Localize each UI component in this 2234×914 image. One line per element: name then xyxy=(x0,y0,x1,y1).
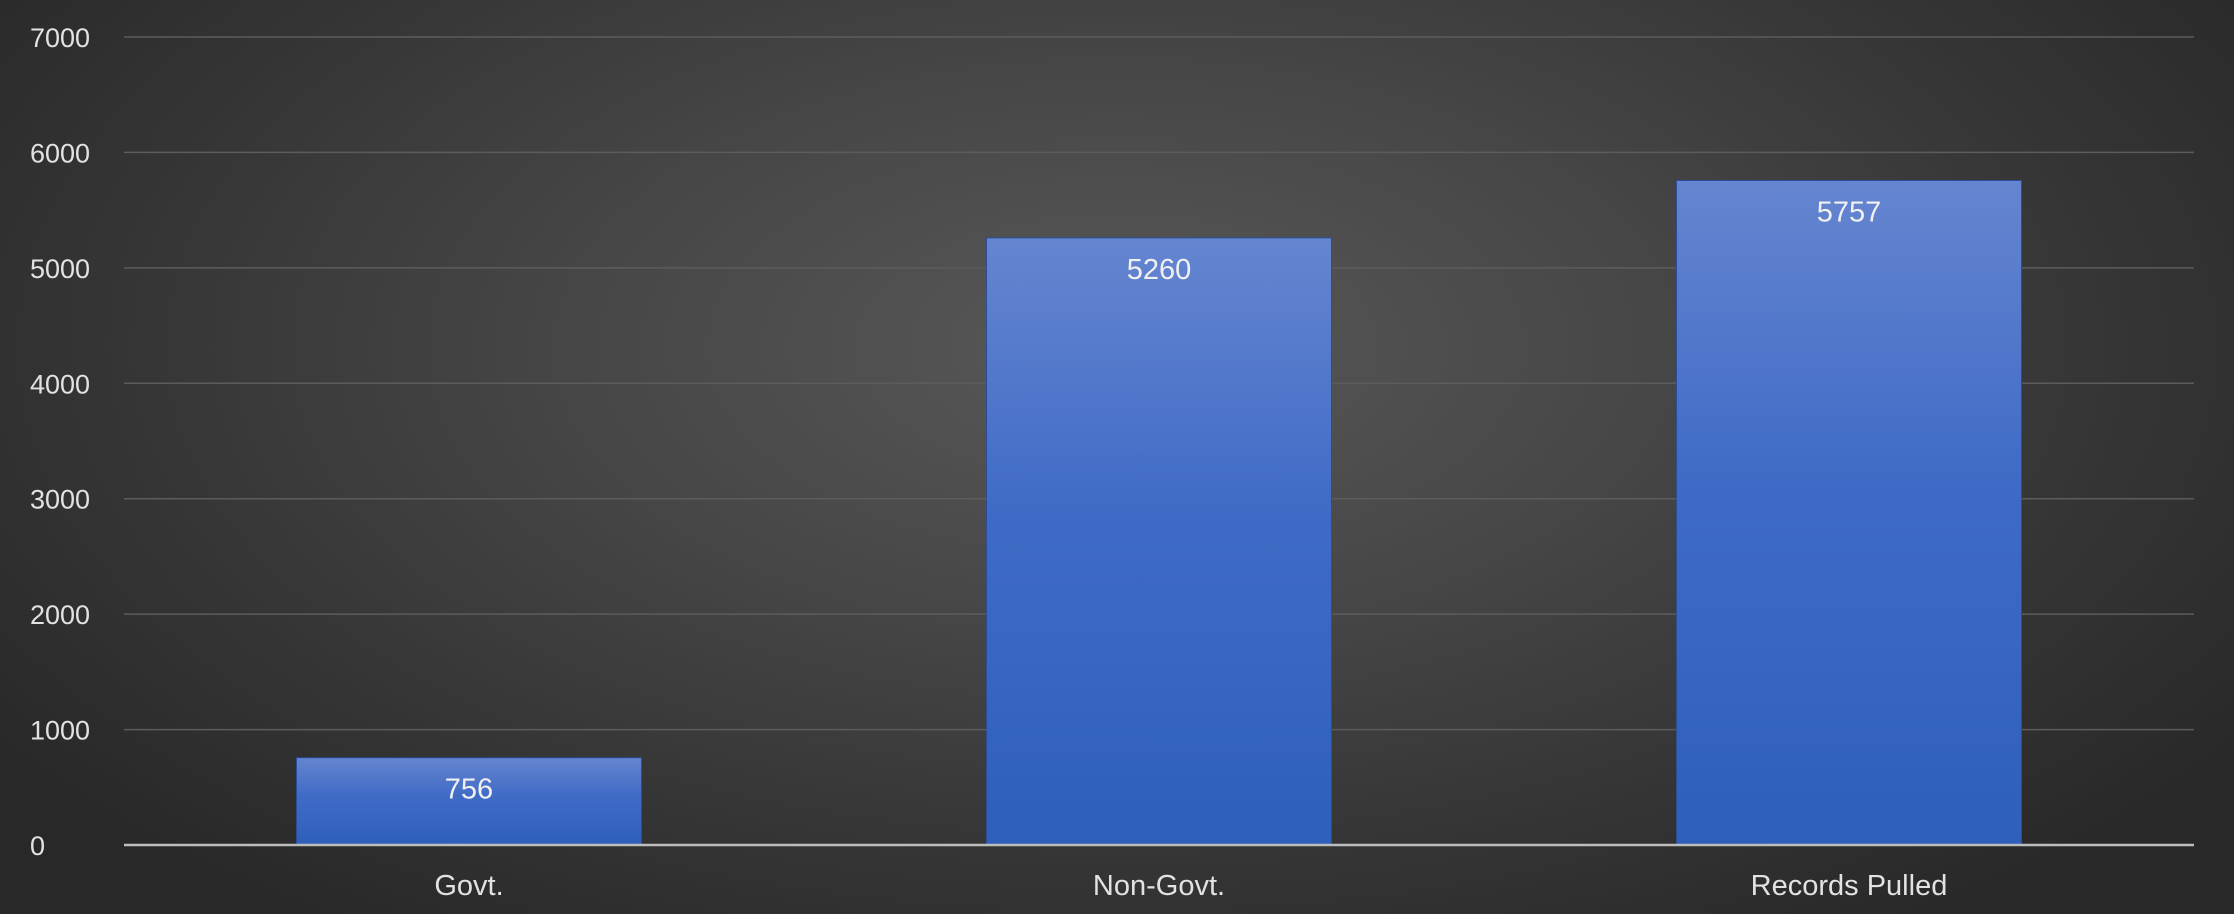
y-tick-label: 5000 xyxy=(30,254,90,284)
x-category-label: Records Pulled xyxy=(1751,870,1948,902)
y-axis-ticks: 0 1000 2000 3000 4000 5000 6000 7000 xyxy=(30,23,90,861)
y-tick-label: 7000 xyxy=(30,23,90,53)
x-category-label: Non-Govt. xyxy=(1093,870,1225,902)
x-axis-categories: Govt. Non-Govt. Records Pulled xyxy=(434,870,1947,902)
y-tick-label: 0 xyxy=(30,831,45,861)
y-tick-label: 4000 xyxy=(30,369,90,399)
bars xyxy=(296,179,2022,846)
bar xyxy=(1676,179,2022,846)
x-category-label: Govt. xyxy=(434,870,503,902)
y-tick-label: 3000 xyxy=(30,485,90,515)
y-tick-label: 1000 xyxy=(30,716,90,746)
data-label: 5260 xyxy=(1127,254,1192,286)
data-labels: 756 5260 5757 xyxy=(445,196,1881,805)
bar xyxy=(986,237,1332,846)
data-label: 5757 xyxy=(1817,196,1882,228)
data-label: 756 xyxy=(445,774,493,806)
y-tick-label: 6000 xyxy=(30,138,90,168)
y-tick-label: 2000 xyxy=(30,600,90,630)
